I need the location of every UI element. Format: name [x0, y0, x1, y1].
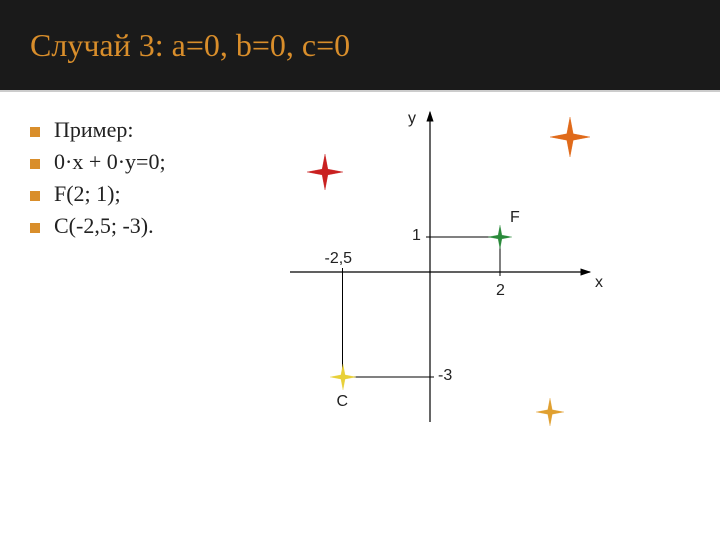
- tick-x-neg: -2,5: [325, 250, 353, 268]
- tick-y-neg: -3: [438, 367, 452, 385]
- point-F-star-icon: [488, 225, 512, 254]
- point-C-star-icon: [330, 364, 356, 395]
- tick-x-pos: 2: [496, 282, 505, 300]
- title-bar: Случай 3: а=0, b=0, с=0: [0, 0, 720, 90]
- diagram-svg: [280, 92, 700, 492]
- content-area: Пример: 0·x + 0·y=0; F(2; 1); C(-2,5; -3…: [0, 92, 720, 270]
- decor-star-icon: [307, 154, 343, 195]
- point-F-label: F: [510, 209, 520, 227]
- x-axis-label: x: [595, 274, 603, 292]
- coordinate-diagram: x y 2 -2,5 1 -3 F C: [280, 92, 700, 492]
- slide-title: Случай 3: а=0, b=0, с=0: [30, 27, 350, 64]
- y-axis-label: y: [408, 110, 416, 128]
- decor-star-icon: [536, 398, 564, 431]
- decor-star-icon: [550, 117, 590, 162]
- tick-y-pos: 1: [412, 227, 421, 245]
- point-C-label: C: [337, 393, 349, 411]
